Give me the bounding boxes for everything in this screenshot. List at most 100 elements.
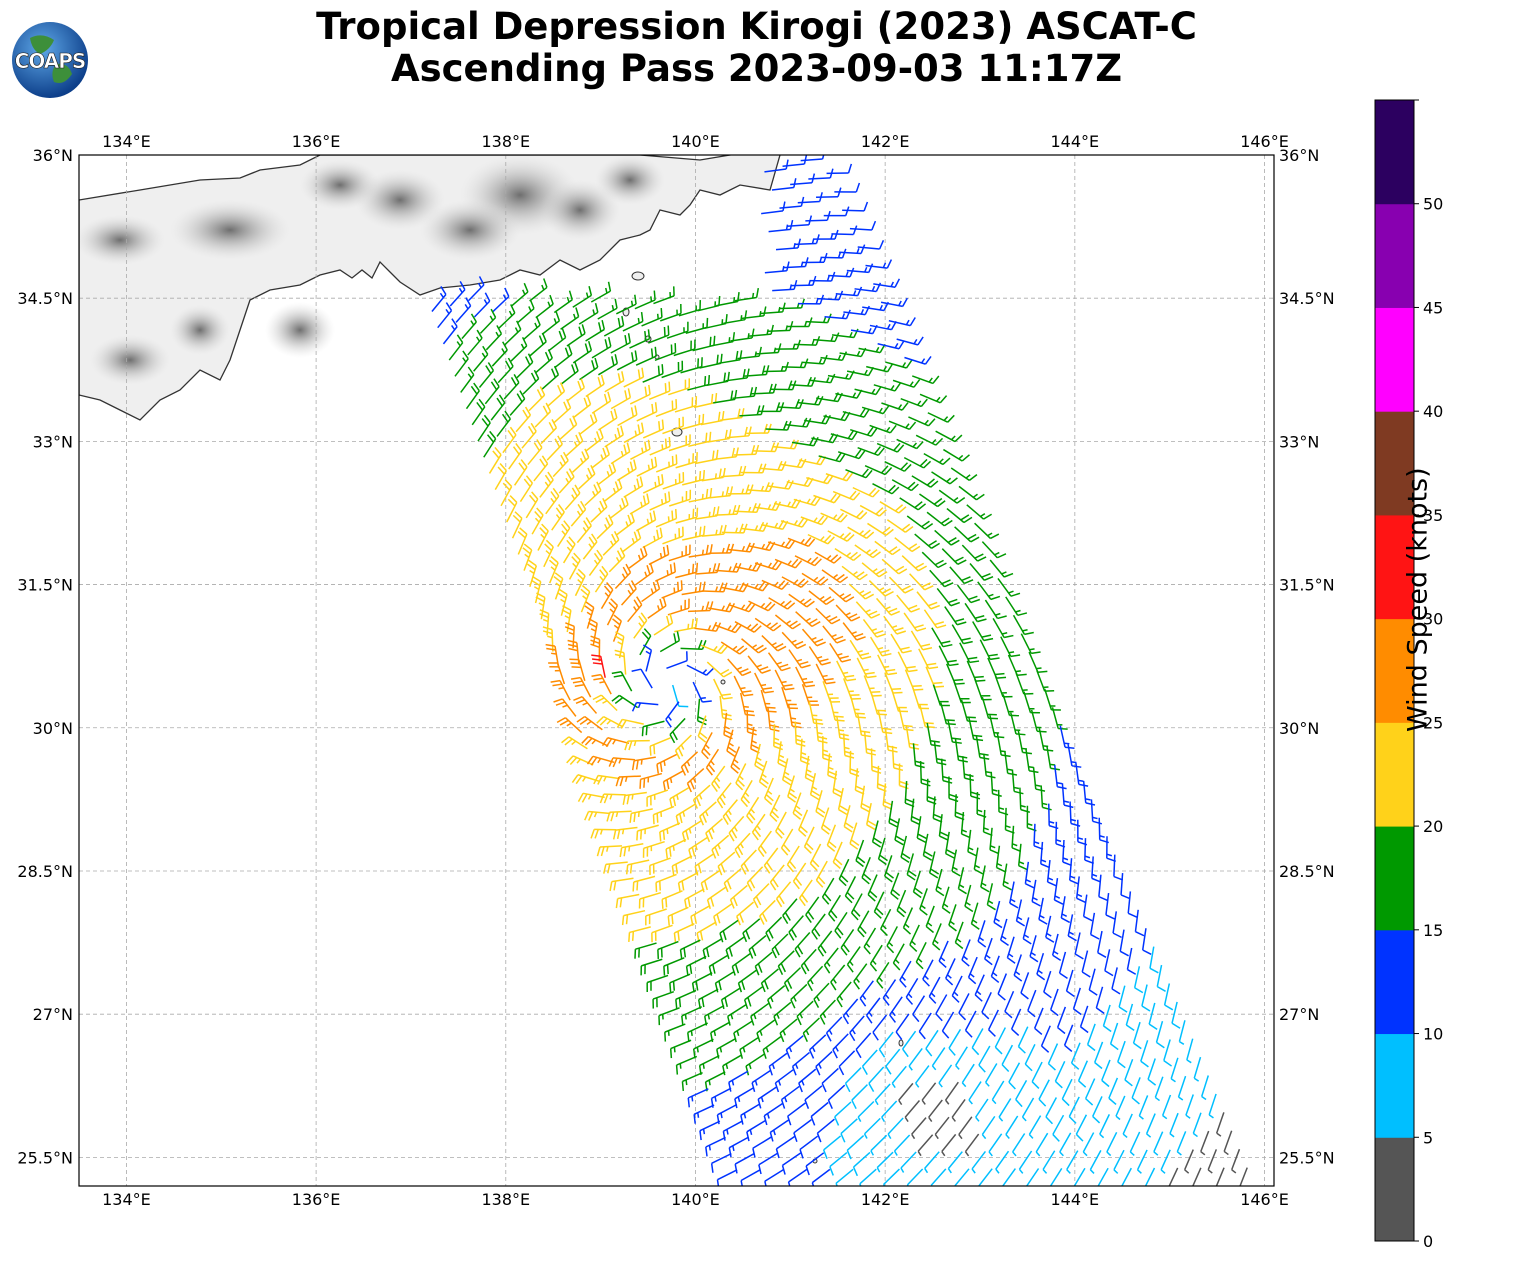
wind-barb	[681, 1071, 703, 1091]
lat-ticks-left: 36°N 34.5°N 33°N 31.5°N 30°N 28.5°N 27°N 25.5°N	[17, 146, 73, 1167]
wind-barb	[916, 591, 940, 610]
wind-barb	[777, 398, 804, 409]
wind-barb	[1020, 972, 1030, 1000]
wind-barb	[551, 504, 565, 531]
wind-barb	[1001, 1168, 1016, 1186]
wind-barb	[478, 362, 495, 389]
wind-barb	[951, 624, 973, 645]
wind-barb	[655, 454, 678, 473]
wind-barb	[855, 1032, 872, 1059]
wind-barb	[1133, 966, 1144, 994]
wind-barb	[838, 858, 850, 887]
wind-barb	[661, 360, 684, 379]
colorbar-label: Wind Speed (knots)	[1402, 467, 1434, 732]
wind-barb	[654, 343, 677, 362]
wind-barb	[946, 663, 965, 685]
wind-barb	[981, 541, 1007, 559]
wind-barb	[760, 460, 787, 471]
wind-barb	[940, 758, 953, 784]
wind-barb	[1170, 1057, 1179, 1083]
wind-barb	[621, 909, 646, 926]
wind-barb	[1192, 1167, 1202, 1186]
wind-barb	[642, 527, 663, 549]
wind-barb	[775, 881, 792, 908]
wind-barb	[787, 1102, 806, 1126]
wind-barb	[596, 514, 614, 540]
wind-barb	[759, 899, 776, 925]
wind-barb	[713, 678, 733, 700]
wind-barb	[711, 765, 726, 792]
wind-barb	[989, 827, 1000, 855]
wind-barb	[973, 847, 984, 875]
wind-barb	[817, 290, 844, 301]
wind-barb	[769, 794, 781, 822]
lat-tick-left: 28.5°N	[17, 862, 73, 881]
wind-barb	[1040, 841, 1050, 869]
wind-barb	[938, 489, 966, 504]
wind-barb	[630, 439, 651, 460]
wind-barb	[844, 1067, 862, 1093]
wind-barb	[1239, 1167, 1248, 1186]
wind-barb	[727, 658, 752, 677]
wind-barb	[832, 1033, 849, 1059]
wind-barb	[1108, 1077, 1119, 1106]
wind-barb	[742, 918, 761, 943]
wind-barb	[1154, 1076, 1164, 1102]
wind-barb	[884, 460, 912, 472]
wind-barb	[960, 812, 971, 839]
wind-barb	[790, 983, 808, 1009]
wind-barb	[716, 782, 732, 809]
wind-barb	[967, 956, 978, 985]
wind-barb	[1022, 917, 1032, 945]
wind-barb	[859, 980, 874, 1007]
wind-barb	[516, 299, 535, 324]
wind-barb	[1038, 728, 1054, 752]
wind-barb	[859, 504, 887, 517]
wind-barb	[857, 446, 885, 457]
wind-barb	[826, 824, 837, 852]
wind-barb	[1025, 1168, 1040, 1186]
wind-barb	[639, 772, 663, 789]
wind-barb	[997, 578, 1021, 597]
wind-barb	[616, 350, 638, 371]
wind-barb	[1101, 1059, 1111, 1088]
wind-barb	[1068, 858, 1079, 885]
wind-barb	[651, 924, 673, 943]
wind-barb	[1005, 596, 1028, 617]
wind-barb	[971, 1150, 987, 1174]
wind-barb	[837, 787, 848, 816]
wind-barb	[878, 1031, 894, 1058]
wind-barb	[591, 445, 610, 469]
wind-barb	[1183, 1149, 1194, 1174]
wind-barb	[471, 398, 486, 426]
wind-barb	[522, 316, 541, 341]
lon-tick-top: 136°E	[292, 132, 341, 151]
wind-barb	[817, 930, 833, 957]
wind-barb	[746, 709, 757, 736]
wind-barb	[958, 485, 985, 501]
wind-barb	[510, 282, 529, 307]
wind-barb	[762, 1036, 782, 1059]
wind-barb	[909, 924, 920, 952]
wind-barb	[627, 596, 643, 623]
wind-barb	[539, 471, 554, 498]
wind-barb	[835, 1168, 854, 1186]
wind-barb	[588, 549, 604, 577]
wind-barb	[938, 645, 959, 667]
wind-barb	[954, 1168, 970, 1186]
wind-barb	[513, 459, 528, 486]
lat-tick-right: 30°N	[1279, 719, 1319, 738]
colorbar-segment	[1375, 307, 1414, 412]
wind-barb	[842, 622, 866, 641]
wind-barb	[586, 755, 615, 766]
wind-barb	[1036, 670, 1055, 692]
wind-barb	[1053, 764, 1067, 790]
wind-barb	[890, 633, 912, 654]
wind-barb	[787, 775, 798, 803]
wind-barb	[510, 336, 528, 362]
wind-barb	[1061, 783, 1074, 809]
wind-barb	[930, 1168, 947, 1186]
wind-barb	[911, 375, 940, 385]
wind-barb	[906, 515, 934, 530]
